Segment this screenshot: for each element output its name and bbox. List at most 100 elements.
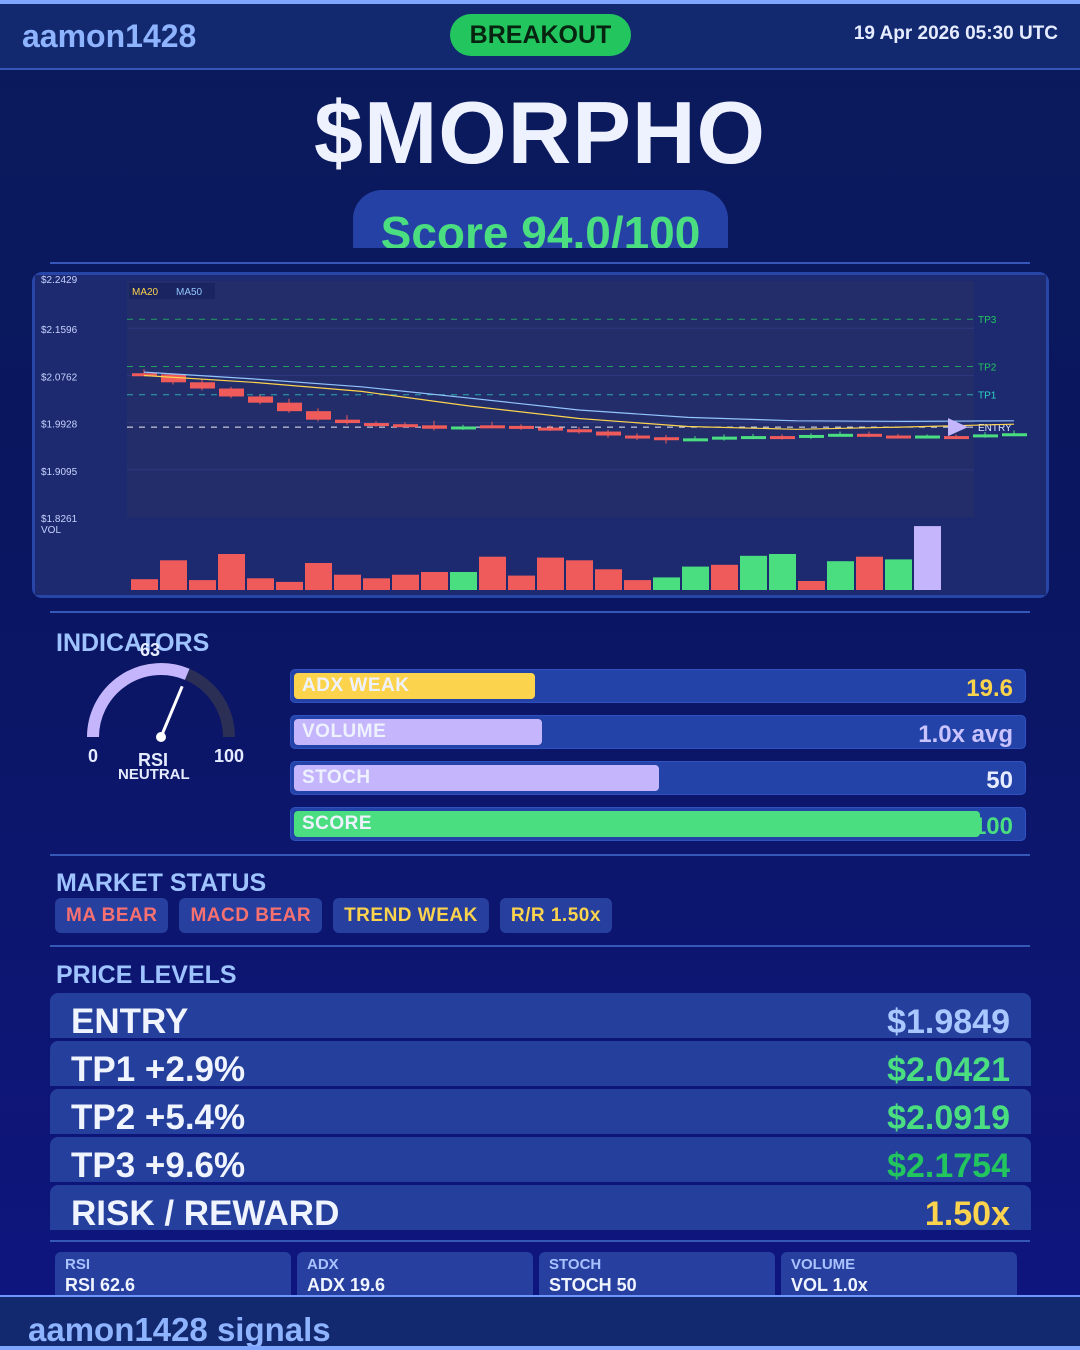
market-status-chips: MA BEAR MACD BEAR TREND WEAK R/R 1.50x <box>55 898 612 933</box>
stat-value: RSI 62.6 <box>65 1275 136 1295</box>
candle-body <box>248 396 273 403</box>
candle-body <box>596 431 621 436</box>
candle-body <box>654 437 679 441</box>
volume-bar <box>421 572 448 590</box>
volume-bar <box>247 578 274 590</box>
y-tick-label: $1.9928 <box>41 420 78 431</box>
volume-bar <box>276 581 303 590</box>
level-value: $2.1754 <box>887 1147 1010 1182</box>
stat-key: ADX <box>307 1256 339 1273</box>
gauge-value-label: 63 <box>140 640 161 660</box>
candle-body <box>770 436 795 440</box>
adx-bar-value: 19.6 <box>966 675 1013 702</box>
brand-name: aamon1428 <box>22 18 197 54</box>
candle-body <box>799 434 824 438</box>
volume-bar <box>131 579 158 590</box>
level-line-label: TP2 <box>978 362 997 373</box>
volume-bar <box>798 581 825 590</box>
candle-body <box>828 433 853 437</box>
level-line-label: TP1 <box>978 391 997 402</box>
divider <box>50 854 1030 856</box>
volume-bar <box>363 578 390 590</box>
header-bar: aamon1428 BREAKOUT 19 Apr 2026 05:30 UTC <box>0 4 1080 70</box>
volume-bar <box>160 560 187 590</box>
adx-bar: ADX WEAK 19.6 <box>290 669 1026 703</box>
level-value: $2.0421 <box>887 1051 1010 1086</box>
timestamp: 19 Apr 2026 05:30 UTC <box>853 23 1058 44</box>
candle-body <box>364 423 389 427</box>
gauge-track <box>87 663 235 738</box>
gauge-fill <box>87 663 190 738</box>
footer-label: aamon1428 signals <box>28 1311 331 1348</box>
bottom-accent-line <box>0 1346 1080 1350</box>
score-bar-fill: SCORE <box>294 811 980 837</box>
volume-bar <box>740 555 767 590</box>
level-value: $1.9849 <box>887 1003 1010 1038</box>
stoch-bar: STOCH 50 <box>290 761 1026 795</box>
candle-body <box>393 424 418 428</box>
y-tick-label: $2.0762 <box>41 372 78 383</box>
volume-bar <box>218 554 245 590</box>
candle-body <box>538 427 563 431</box>
gauge-needle <box>159 685 184 738</box>
candle-body <box>567 429 592 433</box>
level-label: TP2 +5.4% <box>71 1098 246 1134</box>
stat-value: VOL 1.0x <box>791 1275 868 1295</box>
candle-body <box>132 373 157 377</box>
ma50-line <box>143 371 1015 423</box>
candle-body <box>944 436 969 440</box>
volume-bar <box>769 554 796 590</box>
breakout-badge: BREAKOUT <box>450 14 631 56</box>
level-line-label: TP3 <box>978 315 997 326</box>
volume-bar-value: 1.0x avg <box>918 721 1013 748</box>
candle-body <box>915 435 940 439</box>
stat-card-volume: VOLUME VOL 1.0x <box>781 1252 1017 1296</box>
stat-value: STOCH 50 <box>549 1275 637 1295</box>
y-tick-label: $2.1596 <box>41 325 78 336</box>
level-label: RISK / REWARD <box>71 1194 340 1230</box>
chart-canvas: $2.2429 $2.1596 $2.0762 $1.9928 $1.9095 $1.82… <box>35 275 1046 595</box>
footer-bar: aamon1428 signals <box>0 1295 1080 1350</box>
level-row-tp1: TP1 +2.9% $2.0421 <box>50 1041 1031 1086</box>
candle-body <box>161 374 186 383</box>
rsi-gauge: 63 0 100 RSI NEUTRAL <box>80 640 250 790</box>
gauge-state-label: NEUTRAL <box>118 766 190 783</box>
status-chip-rr: R/R 1.50x <box>499 898 612 933</box>
adx-bar-fill: ADX WEAK <box>294 673 535 699</box>
y-tick-label: $1.9095 <box>41 467 78 478</box>
level-row-tp2: TP2 +5.4% $2.0919 <box>50 1089 1031 1134</box>
candle-body <box>857 433 882 437</box>
candle-body <box>683 438 708 442</box>
ma20-line <box>143 374 1015 430</box>
volume-bar <box>682 566 709 590</box>
legend-ma50: MA50 <box>176 287 203 298</box>
status-chip-trend: TREND WEAK <box>333 898 489 933</box>
volume-bar <box>508 575 535 590</box>
candle-body <box>625 435 650 439</box>
candle-body <box>219 388 244 397</box>
status-chip-macd: MACD BEAR <box>179 898 323 933</box>
candle-body <box>886 435 911 439</box>
candle-body <box>973 434 998 438</box>
stat-value: ADX 19.6 <box>307 1275 386 1295</box>
candle-body <box>335 419 360 424</box>
stat-key: STOCH <box>549 1256 602 1273</box>
candle-body <box>712 436 737 440</box>
volume-bar <box>624 580 651 590</box>
divider <box>50 945 1030 947</box>
volume-bar <box>189 580 216 590</box>
level-row-entry: ENTRY $1.9849 <box>50 993 1031 1038</box>
volume-bar <box>711 564 738 590</box>
volume-bar <box>595 569 622 590</box>
candle-body <box>509 425 534 429</box>
stat-card-rsi: RSI RSI 62.6 <box>55 1252 291 1296</box>
score-badge: Score 94.0/100 <box>353 190 728 248</box>
stat-key: RSI <box>65 1256 91 1273</box>
candle-body <box>190 382 215 389</box>
gauge-max-label: 100 <box>214 746 245 766</box>
level-row-tp3: TP3 +9.6% $2.1754 <box>50 1137 1031 1182</box>
level-value: 1.50x <box>924 1195 1010 1230</box>
top-accent-line <box>0 0 1080 4</box>
rsi-gauge-dial <box>87 663 235 742</box>
stoch-bar-value: 50 <box>986 767 1013 794</box>
